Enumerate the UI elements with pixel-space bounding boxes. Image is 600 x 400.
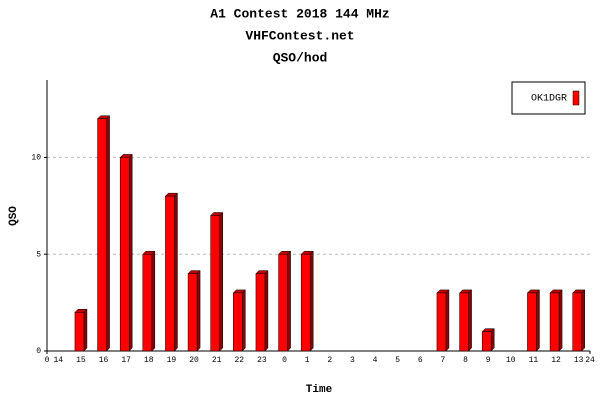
bar <box>96 115 111 352</box>
bar <box>164 192 179 352</box>
x-tick-label: 0 <box>282 356 287 365</box>
x-tick-label: 14 <box>54 356 64 365</box>
x-tick-label: 15 <box>76 356 86 365</box>
bar-front <box>74 312 85 352</box>
y-tick-label: 10 <box>31 154 41 163</box>
x-tick-label: 6 <box>418 356 423 365</box>
legend-label: OK1DGR <box>531 94 567 105</box>
bar-front <box>549 292 560 352</box>
bar-front <box>527 292 537 352</box>
bar <box>300 250 314 352</box>
x-tick-label: 5 <box>395 356 400 365</box>
chart-subtitle: QSO/hod <box>273 50 328 65</box>
x-tick-label: 8 <box>463 356 468 365</box>
x-tick-label: 16 <box>99 356 109 365</box>
bar-side <box>309 250 314 352</box>
bar-side <box>558 289 563 352</box>
x-tick-label: 19 <box>167 356 177 365</box>
x-tick-label: 7 <box>441 356 446 365</box>
bar-side <box>83 308 88 352</box>
legend-swatch <box>572 90 580 106</box>
bar-side <box>174 192 178 352</box>
bar <box>142 250 156 352</box>
x-tick-label: 1 <box>305 356 310 365</box>
bar-side <box>287 250 291 352</box>
bar <box>210 211 224 352</box>
bar-front <box>187 273 198 352</box>
bar <box>436 289 450 352</box>
bar-front <box>436 292 447 352</box>
bar <box>572 289 586 352</box>
x-tick-label: 12 <box>551 356 561 365</box>
x-tick-label: 24 <box>585 356 595 365</box>
x-tick-label: 9 <box>486 356 491 365</box>
bar <box>458 289 473 352</box>
bar <box>187 269 201 352</box>
bar-front <box>165 195 175 352</box>
x-tick-label: 4 <box>373 356 378 365</box>
bar-side <box>445 289 450 352</box>
bar <box>481 328 495 352</box>
bar-side <box>151 250 156 352</box>
bar-front <box>119 157 130 352</box>
x-tick-label: 23 <box>257 356 267 365</box>
bar-side <box>490 328 495 352</box>
chart-subtitle: VHFContest.net <box>245 28 354 43</box>
x-axis-label: Time <box>306 384 333 396</box>
bar-side <box>581 289 585 352</box>
x-tick-label: 20 <box>189 356 199 365</box>
x-tick-label: 3 <box>350 356 355 365</box>
x-tick-label: 2 <box>327 356 332 365</box>
bar-side <box>468 289 472 352</box>
bar <box>526 289 541 352</box>
bar-side <box>264 269 269 352</box>
bar <box>277 250 292 352</box>
x-tick-label: 21 <box>212 356 222 365</box>
bar-side <box>106 115 110 352</box>
bar <box>119 153 133 352</box>
x-tick-label: 18 <box>144 356 154 365</box>
bar <box>232 289 246 352</box>
x-tick-label: 22 <box>235 356 245 365</box>
y-tick-label: 5 <box>36 250 41 259</box>
bar <box>74 308 88 352</box>
y-axis-label: QSO <box>8 206 20 226</box>
bar-front <box>278 253 288 352</box>
bar <box>255 269 269 352</box>
bar-side <box>128 153 133 352</box>
bar <box>549 289 563 352</box>
bar-front <box>481 331 492 352</box>
x-tick-label: 11 <box>529 356 539 365</box>
x-tick-label: 13 <box>574 356 584 365</box>
bar-front <box>459 292 469 352</box>
bar-front <box>572 292 582 352</box>
bar-front <box>233 292 243 352</box>
y-tick-label: 0 <box>36 347 41 356</box>
bar-front <box>210 215 220 352</box>
x-tick-label: 17 <box>121 356 131 365</box>
bar-front <box>300 253 311 352</box>
bar-side <box>536 289 540 352</box>
bar-front <box>142 253 153 352</box>
bar-front <box>255 273 266 352</box>
bar-side <box>219 211 223 352</box>
bar-side <box>242 289 246 352</box>
x-tick-label: 0 <box>45 356 50 365</box>
chart-title: A1 Contest 2018 144 MHz <box>210 6 389 21</box>
bar-side <box>196 269 201 352</box>
x-tick-label: 10 <box>506 356 516 365</box>
bar-front <box>97 118 107 352</box>
